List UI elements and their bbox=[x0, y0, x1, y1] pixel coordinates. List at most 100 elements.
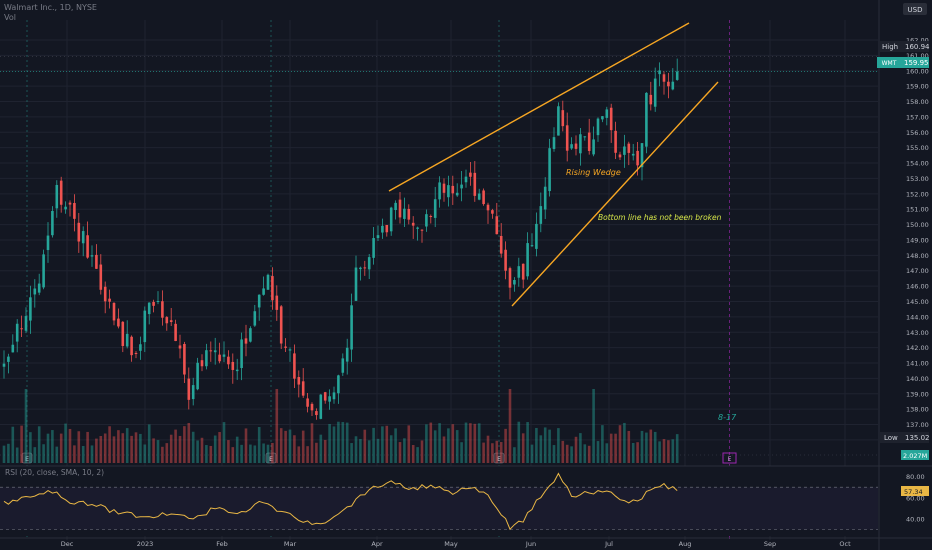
volume-bar bbox=[601, 425, 604, 463]
candle-body bbox=[473, 172, 477, 196]
time-tick-label: Jul bbox=[604, 540, 613, 548]
currency-badge[interactable] bbox=[903, 3, 927, 15]
candle-body bbox=[499, 235, 503, 254]
volume-legend[interactable]: Vol bbox=[4, 13, 16, 22]
candle-body bbox=[557, 106, 560, 136]
candle-body bbox=[667, 81, 670, 87]
volume-bar bbox=[389, 435, 393, 463]
volume-bar bbox=[11, 426, 15, 463]
volume-bar bbox=[165, 443, 169, 463]
volume-bar bbox=[407, 425, 411, 463]
volume-bar bbox=[7, 443, 10, 463]
rsi-pane-background bbox=[0, 466, 878, 536]
price-tick-label: 153.00 bbox=[906, 175, 929, 183]
candle-body bbox=[658, 70, 661, 75]
volume-bar bbox=[103, 433, 107, 463]
high-label: High bbox=[882, 43, 898, 51]
volume-bar bbox=[609, 433, 613, 463]
volume-bar bbox=[587, 445, 591, 463]
date-note: 8-17 bbox=[718, 413, 737, 422]
candle-body bbox=[337, 375, 340, 394]
candle-body bbox=[7, 356, 10, 362]
candle-body bbox=[103, 286, 107, 302]
volume-bar bbox=[271, 442, 274, 463]
price-tick-label: 142.00 bbox=[906, 344, 929, 352]
price-tick-label: 149.00 bbox=[906, 236, 929, 244]
candle-body bbox=[33, 288, 37, 295]
price-tick-label: 160.00 bbox=[906, 67, 929, 75]
candle-body bbox=[508, 268, 512, 288]
chart-title[interactable]: Walmart Inc., 1D, NYSE bbox=[4, 3, 97, 12]
time-tick-label: Dec bbox=[61, 540, 74, 548]
volume-bar bbox=[24, 389, 28, 463]
time-tick-label: 2023 bbox=[137, 540, 154, 548]
volume-bars bbox=[2, 389, 679, 463]
volume-bar bbox=[530, 444, 534, 463]
volume-bar bbox=[20, 425, 23, 463]
high-badge bbox=[879, 41, 929, 52]
volume-bar bbox=[482, 442, 485, 463]
volume-bar bbox=[438, 423, 441, 463]
candle-body bbox=[117, 318, 120, 327]
volume-bar bbox=[526, 422, 529, 463]
time-tick-label: Apr bbox=[371, 540, 383, 548]
volume-bar bbox=[513, 447, 516, 463]
candle-body bbox=[46, 235, 50, 251]
price-tick-label: 154.00 bbox=[906, 160, 929, 168]
candle-body bbox=[244, 338, 248, 344]
volume-bar bbox=[143, 444, 147, 463]
candle-body bbox=[552, 137, 556, 149]
volume-bar bbox=[614, 433, 617, 463]
candle-body bbox=[565, 125, 569, 151]
volume-bar bbox=[37, 426, 41, 463]
candle-body bbox=[464, 176, 468, 183]
volume-bar bbox=[121, 433, 125, 463]
last-symbol: WMT bbox=[882, 60, 897, 67]
volume-bar bbox=[337, 421, 340, 463]
candle-body bbox=[535, 223, 538, 249]
candle-body bbox=[240, 339, 243, 369]
candle-body bbox=[77, 222, 81, 242]
earnings-marker bbox=[21, 452, 33, 464]
candle-body bbox=[174, 323, 177, 342]
candle-body bbox=[51, 210, 54, 236]
volume-bar bbox=[552, 445, 556, 463]
volume-bar bbox=[521, 433, 525, 463]
earnings-marker-upcoming[interactable] bbox=[722, 452, 737, 464]
candle-body bbox=[266, 274, 270, 290]
candle-body bbox=[526, 243, 529, 277]
volume-bar bbox=[310, 423, 314, 463]
candle-body bbox=[90, 255, 94, 257]
volume-bar bbox=[667, 440, 670, 463]
candle-body bbox=[156, 300, 160, 302]
volume-bar bbox=[266, 444, 270, 463]
volume-bar bbox=[117, 430, 120, 463]
time-tick-label: Aug bbox=[679, 540, 692, 548]
rising-wedge-lines[interactable] bbox=[388, 22, 719, 307]
candle-body bbox=[209, 350, 213, 352]
candle-body bbox=[332, 392, 336, 400]
candle-body bbox=[86, 235, 89, 258]
volume-bar bbox=[359, 439, 362, 463]
candle-body bbox=[121, 321, 125, 347]
volume-bar bbox=[55, 446, 59, 463]
candle-body bbox=[315, 411, 318, 416]
price-tick-label: 139.00 bbox=[906, 390, 929, 398]
price-tick-label: 144.00 bbox=[906, 313, 929, 321]
candle-body bbox=[592, 139, 595, 155]
time-tick-label: Feb bbox=[216, 540, 228, 548]
rsi-legend[interactable]: RSI (20, close, SMA, 10, 2) bbox=[5, 468, 104, 477]
volume-bar bbox=[455, 430, 459, 463]
volume-bar bbox=[196, 440, 199, 463]
candle-body bbox=[451, 185, 455, 194]
volume-bar bbox=[350, 443, 353, 463]
volume-bar bbox=[367, 440, 371, 463]
candle-body bbox=[275, 295, 279, 310]
candle-body bbox=[491, 210, 494, 214]
volume-bar bbox=[108, 426, 111, 463]
volume-bar bbox=[411, 445, 415, 463]
volume-bar bbox=[178, 435, 182, 463]
candle-body bbox=[301, 381, 305, 396]
rsi-value-badge bbox=[901, 486, 929, 496]
